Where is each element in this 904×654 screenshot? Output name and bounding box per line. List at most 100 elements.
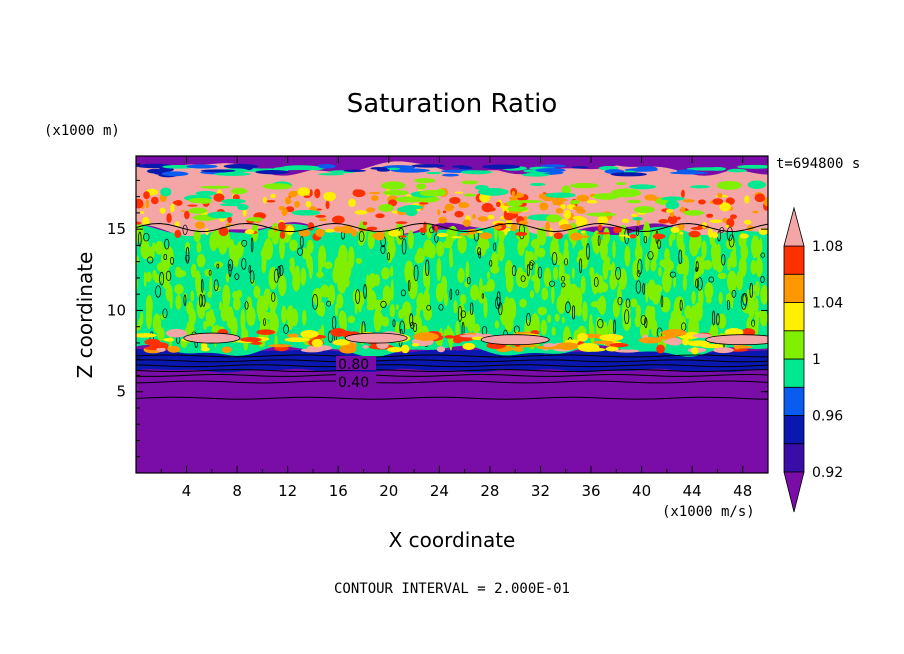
speckle-warm-top	[677, 223, 685, 231]
speckle	[504, 259, 513, 281]
speckle-warm-top	[194, 221, 206, 229]
speckle-warm-top	[145, 199, 150, 209]
speckle-warm	[638, 337, 663, 344]
speckle	[691, 290, 696, 305]
speckle	[608, 318, 614, 338]
speckle-warm	[556, 342, 579, 350]
speckle-green-top	[665, 204, 674, 209]
x-tick-label: 8	[232, 482, 242, 500]
speckle-blue-top	[727, 168, 747, 173]
speckle	[582, 247, 589, 254]
speckle-contour	[429, 226, 435, 234]
speckle	[582, 301, 588, 322]
speckle	[717, 313, 727, 329]
speckle-warm-top	[279, 220, 285, 223]
speckle-blue-top	[376, 168, 391, 172]
speckle	[138, 318, 142, 330]
speckle-warm-top	[679, 232, 684, 235]
speckle	[320, 324, 325, 342]
colorbar-segment	[783, 358, 805, 388]
speckle	[195, 270, 201, 294]
speckle-warm-top	[284, 196, 292, 205]
speckle-warm-top	[388, 229, 401, 237]
speckle-warm	[339, 345, 357, 354]
speckle	[367, 230, 375, 250]
speckle-contour	[213, 279, 219, 291]
speckle-warm-top	[166, 213, 172, 224]
speckle	[621, 299, 631, 323]
speckle	[540, 319, 548, 336]
speckle-warm-top	[631, 213, 639, 218]
speckle-contour	[637, 259, 643, 275]
speckle-warm-top	[477, 216, 489, 222]
speckle	[260, 249, 270, 258]
speckle-warm-top	[580, 230, 585, 234]
speckle-warm-top	[303, 195, 311, 198]
speckle-warm	[713, 347, 734, 354]
speckle-contour	[636, 270, 641, 277]
speckle-warm-top	[375, 213, 385, 219]
speckle-contour	[249, 270, 255, 284]
speckle-green-top	[231, 187, 248, 195]
speckle	[706, 297, 712, 304]
speckle	[552, 266, 559, 281]
speckle-contour	[727, 299, 730, 311]
speckle-contour	[234, 273, 240, 280]
speckle-contour	[644, 317, 648, 329]
speckle	[448, 225, 458, 241]
speckle-warm-top	[444, 203, 454, 212]
speckle-contour	[241, 239, 248, 247]
colorbar-label: 1.08	[812, 239, 843, 255]
speckle-warm-top	[333, 226, 344, 232]
speckle-blue-top	[411, 164, 446, 168]
colorbar-segment	[783, 302, 805, 332]
speckle-warm-top	[559, 223, 573, 230]
speckle-green-top	[461, 180, 479, 185]
speckle-green-top	[716, 180, 742, 190]
speckle-warm-top	[277, 221, 286, 231]
speckle-contour	[526, 264, 530, 277]
speckle-warm	[452, 337, 463, 344]
speckle-warm-top	[597, 232, 611, 235]
speckle	[316, 303, 326, 317]
speckle-warm-top	[670, 226, 680, 234]
speckle	[290, 257, 295, 277]
speckle	[154, 274, 162, 284]
speckle	[515, 267, 525, 288]
speckle-warm-top	[170, 203, 175, 213]
speckle	[696, 234, 702, 249]
speckle-warm-top	[368, 191, 381, 195]
speckle-warm	[605, 346, 619, 352]
speckle	[347, 315, 356, 324]
speckle-warm-top	[399, 235, 407, 238]
speckle	[662, 269, 672, 293]
speckle-warm-top	[278, 205, 285, 211]
speckle-warm-top	[552, 198, 560, 206]
speckle-warm-top	[305, 200, 312, 208]
speckle-contour	[216, 263, 220, 269]
speckle-contour	[660, 295, 664, 308]
colorbar	[783, 206, 805, 513]
speckle-green-top	[507, 206, 529, 212]
speckle	[169, 287, 173, 310]
speckle-contour	[678, 249, 683, 265]
speckle-contour	[327, 330, 334, 343]
y-tick-label: 10	[107, 301, 126, 319]
speckle-warm-top	[454, 210, 464, 218]
speckle-contour	[586, 243, 590, 260]
x-tick-label: 32	[531, 482, 550, 500]
speckle-warm-top	[476, 230, 484, 234]
speckle-green-top	[634, 206, 655, 214]
speckle-warm-top	[553, 232, 564, 240]
speckle-warm	[200, 347, 210, 352]
speckle	[563, 246, 570, 267]
speckle-green-top	[262, 183, 292, 190]
x-unit-label: (x1000 m/s)	[662, 504, 755, 520]
speckle-blue-top	[540, 164, 567, 168]
speckle-green-top	[463, 193, 476, 197]
speckle-warm-top	[449, 196, 461, 204]
speckle	[519, 298, 527, 308]
speckle-warm-top	[366, 207, 375, 213]
speckle	[175, 294, 182, 310]
